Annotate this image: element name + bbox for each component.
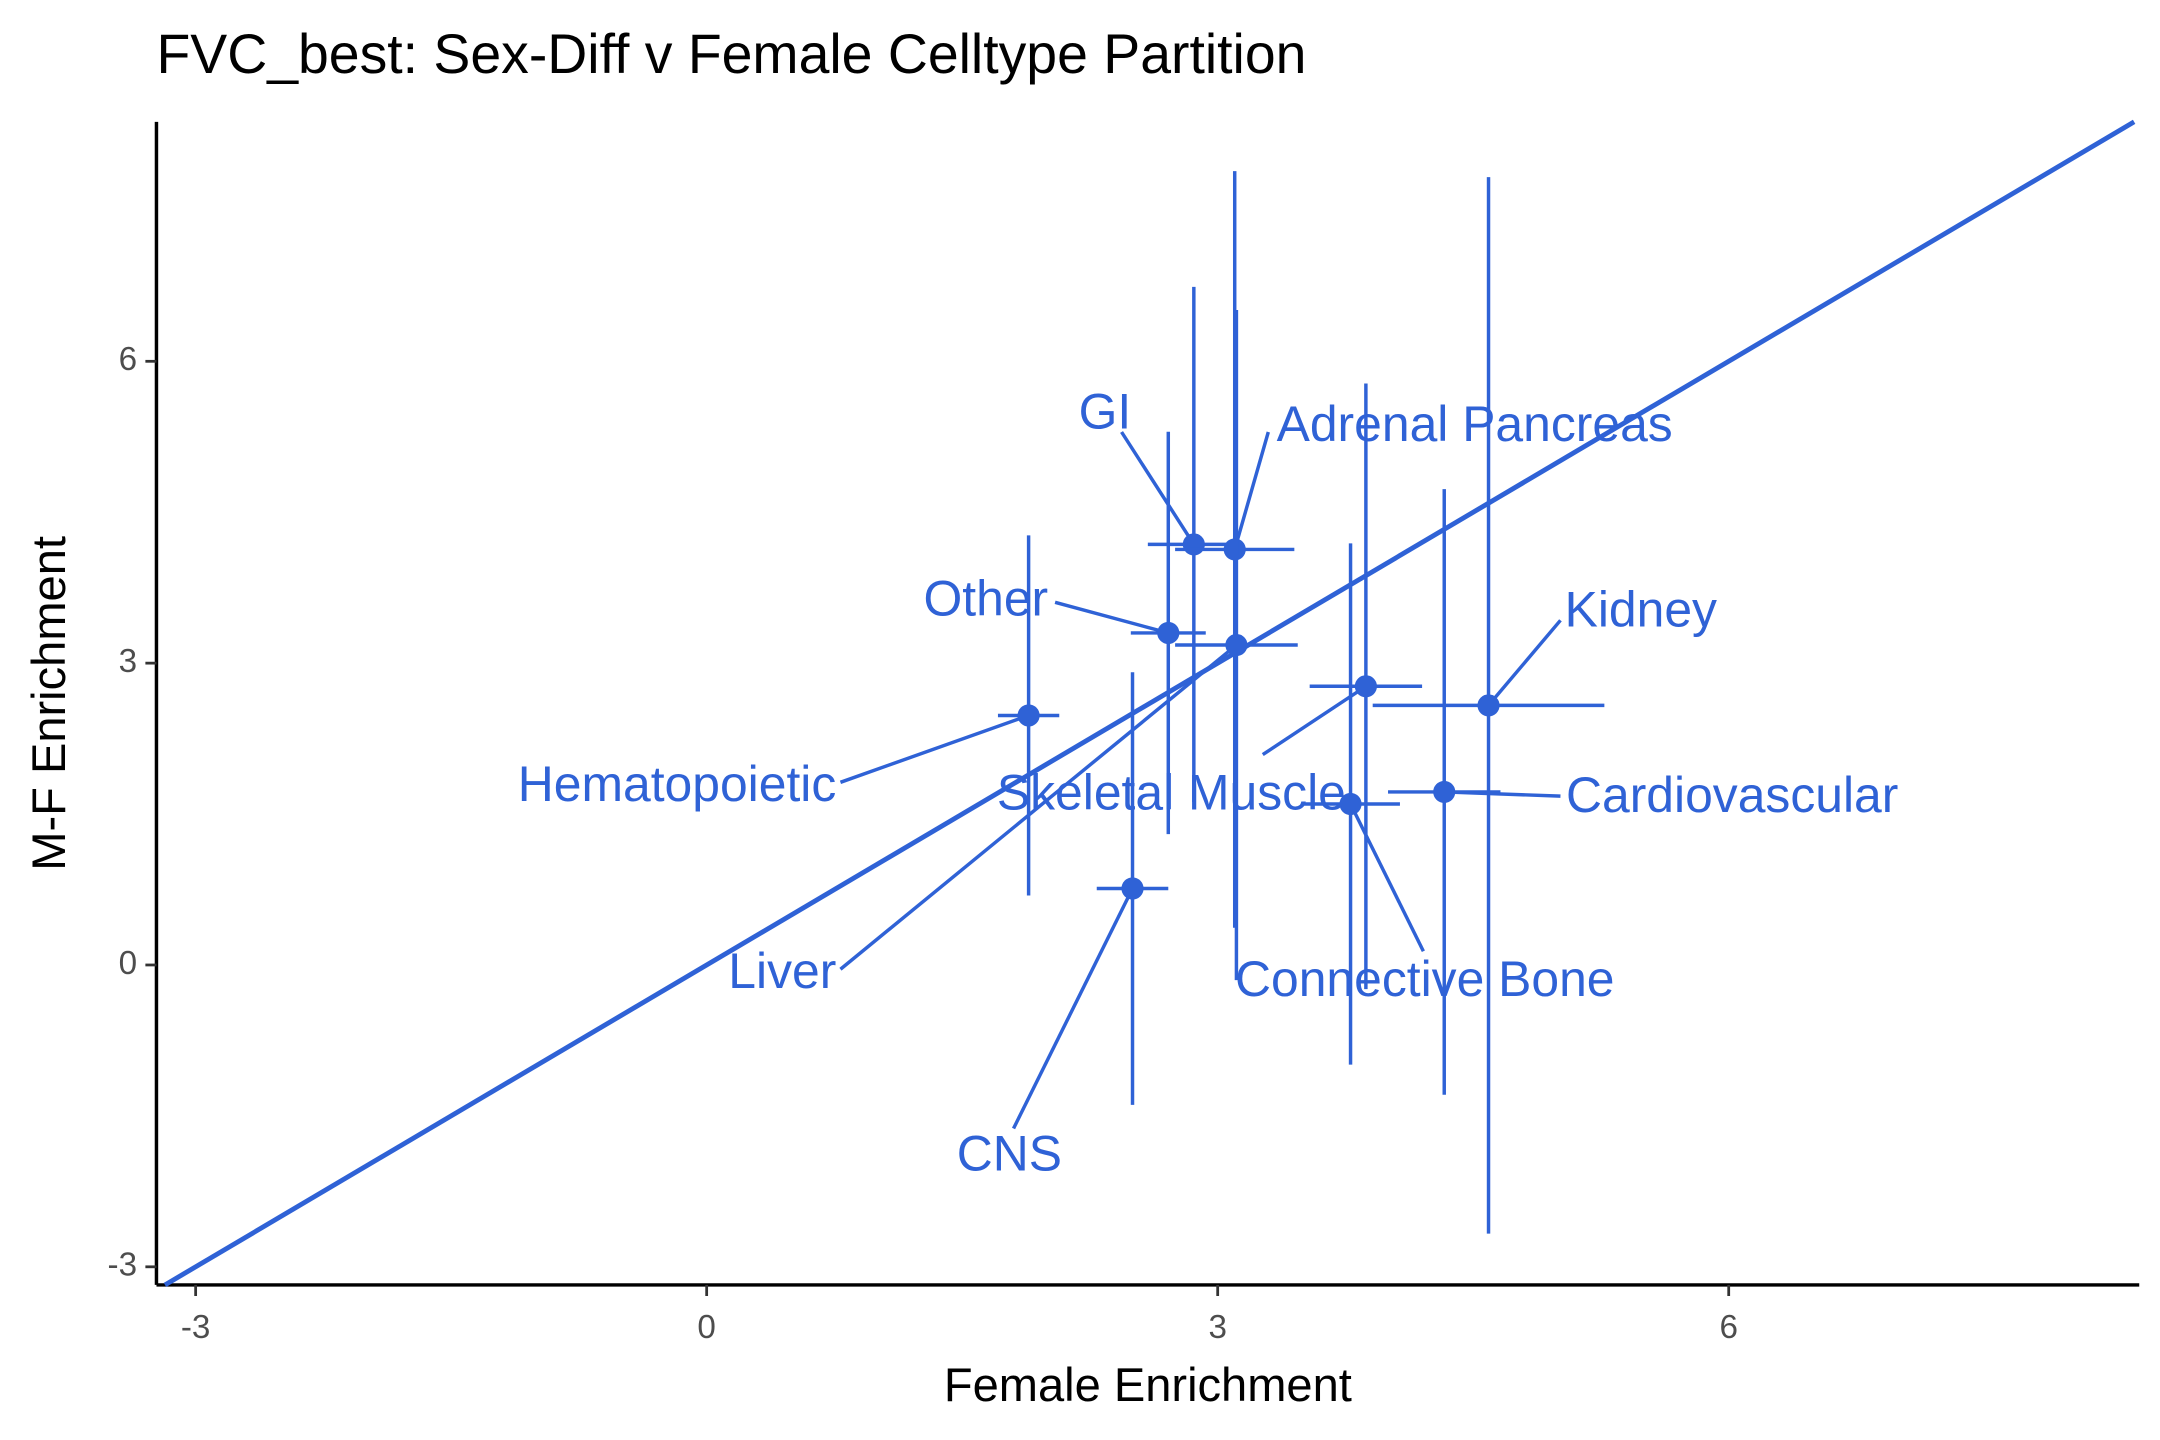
label-leader [839, 713, 1030, 784]
label-leader [1054, 600, 1169, 635]
point [1433, 780, 1456, 804]
point [1182, 533, 1205, 556]
identity-line [163, 119, 2136, 1288]
point-label: CNS [957, 1126, 1062, 1182]
y-tick-label: 0 [119, 945, 137, 982]
label-leader [1487, 619, 1562, 707]
point [1121, 877, 1144, 900]
point [1477, 694, 1500, 717]
point-label: Skeletal Muscle [997, 764, 1346, 820]
x-tick-label: 3 [1208, 1309, 1226, 1346]
point [1354, 675, 1377, 698]
x-axis-title: Female Enrichment [944, 1358, 1352, 1411]
point-label: GI [1079, 384, 1132, 440]
point-label: Kidney [1565, 582, 1717, 638]
point-label: Adrenal Pancreas [1277, 396, 1673, 452]
y-tick-label: 6 [119, 341, 137, 378]
label-leader [1233, 431, 1270, 550]
point-label: Hematopoietic [518, 756, 837, 812]
x-tick-label: 6 [1719, 1309, 1737, 1346]
y-axis-title: M-F Enrichment [22, 536, 75, 871]
x-tick-label: 0 [697, 1309, 715, 1346]
label-leader [1011, 887, 1135, 1130]
point [1017, 704, 1040, 727]
y-tick-label: -3 [108, 1247, 138, 1284]
y-tick-label: 3 [119, 643, 137, 680]
label-leader [1261, 684, 1367, 757]
point [1157, 621, 1180, 645]
point [1339, 792, 1362, 816]
point-label: Other [924, 570, 1049, 626]
label-leader [1120, 431, 1196, 546]
point-label: Liver [728, 943, 836, 999]
point [1225, 633, 1248, 657]
point-label: Cardiovascular [1566, 767, 1898, 823]
label-leader [1444, 790, 1561, 798]
x-tick-label: -3 [181, 1309, 211, 1346]
label-leader [839, 643, 1238, 971]
point-label: Connective Bone [1235, 951, 1615, 1007]
label-leader [1349, 803, 1425, 952]
chart-title: FVC_best: Sex-Diff v Female Celltype Par… [156, 23, 1306, 85]
